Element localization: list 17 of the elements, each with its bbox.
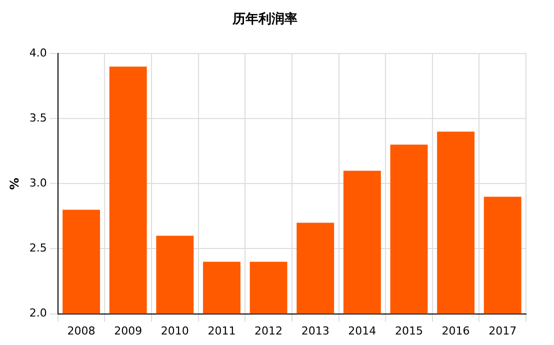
y-tick-label: 2.0 bbox=[29, 306, 47, 320]
y-tick-label: 4.0 bbox=[29, 46, 47, 60]
x-tick-label: 2017 bbox=[488, 324, 517, 338]
x-tick-label: 2013 bbox=[301, 324, 330, 338]
x-tick-label: 2010 bbox=[160, 324, 189, 338]
x-tick-label: 2012 bbox=[254, 324, 283, 338]
y-tick-label: 2.5 bbox=[29, 242, 47, 255]
y-tick-label: 3.5 bbox=[29, 112, 47, 125]
x-tick-label: 2014 bbox=[348, 324, 376, 338]
y-axis-title: % bbox=[7, 178, 22, 190]
y-tick-label: 3.0 bbox=[29, 176, 47, 190]
x-tick-label: 2008 bbox=[67, 324, 96, 338]
x-tick-label: 2011 bbox=[208, 324, 236, 338]
x-tick-label: 2016 bbox=[442, 324, 470, 338]
x-tick-label: 2015 bbox=[394, 324, 423, 338]
chart-title: 历年利润率 bbox=[232, 11, 298, 28]
x-tick-label: 2009 bbox=[114, 324, 142, 338]
